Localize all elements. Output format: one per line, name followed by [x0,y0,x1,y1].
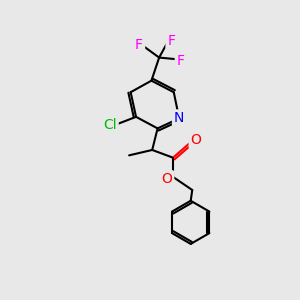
Text: F: F [135,38,143,52]
Text: F: F [177,54,185,68]
Text: F: F [167,34,175,48]
Text: N: N [174,111,184,125]
Text: O: O [191,133,202,147]
Text: Cl: Cl [103,118,117,131]
Text: O: O [161,172,172,186]
